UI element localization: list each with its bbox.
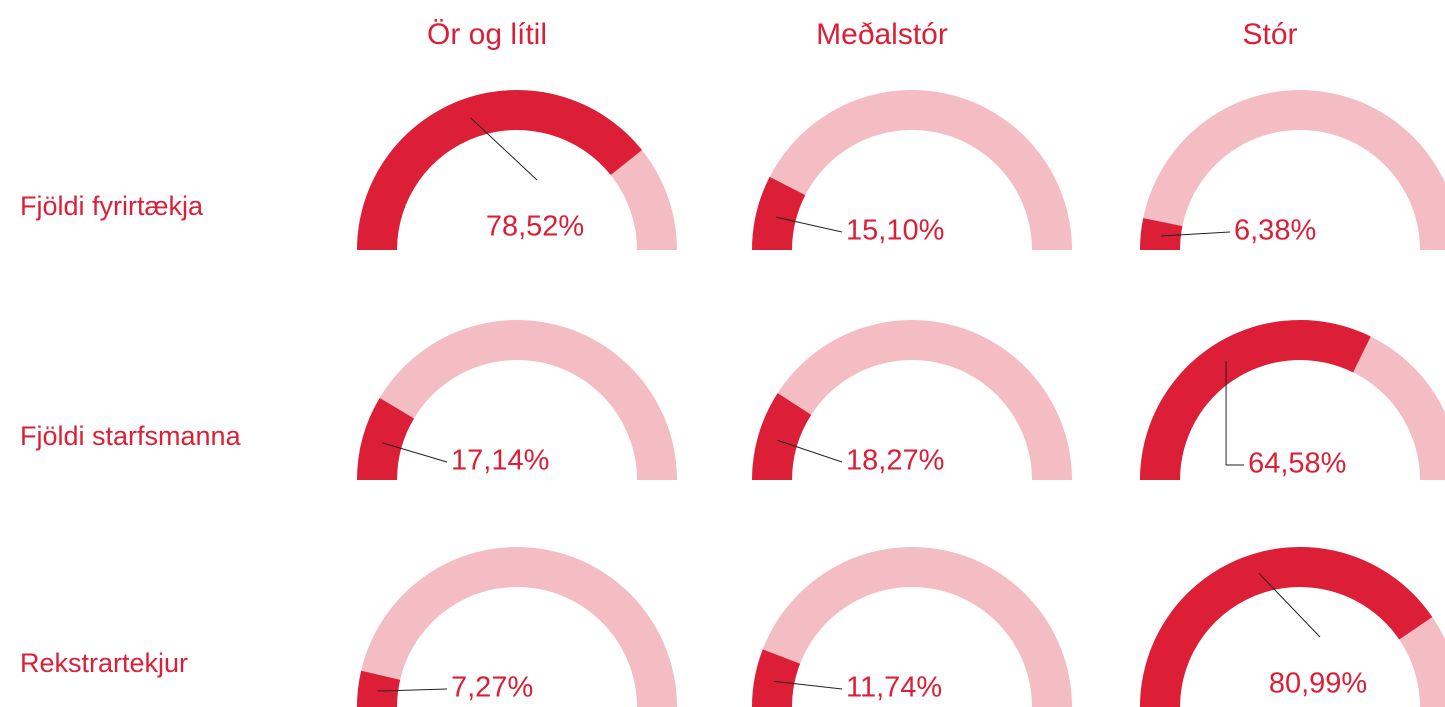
leader-line: [775, 216, 843, 233]
column-title: Meðalstór: [816, 18, 948, 51]
gauge-track: [357, 320, 677, 480]
gauge-fill: [357, 397, 414, 480]
gauge-fill: [1140, 546, 1433, 707]
leader-line: [1160, 231, 1231, 237]
gauge-fill: [752, 393, 812, 480]
value-label: 11,74%: [846, 672, 942, 704]
value-label: 17,14%: [451, 445, 549, 477]
value-label: 7,27%: [451, 672, 533, 704]
leader-line: [470, 117, 538, 181]
gauge-track: [752, 90, 1072, 250]
gauge-track: [1140, 90, 1445, 250]
gauge-fill: [1140, 218, 1183, 250]
leader-line: [377, 688, 448, 692]
gauge-fill: [357, 90, 642, 250]
value-label: 80,99%: [1269, 668, 1367, 700]
column-title: Ör og lítil: [427, 18, 547, 51]
value-label: 78,52%: [486, 211, 584, 243]
leader-line: [777, 439, 843, 463]
gauge-track: [752, 547, 1072, 707]
gauge-fill: [357, 670, 401, 707]
gauge-fill: [752, 649, 801, 707]
value-label: 6,38%: [1234, 215, 1316, 247]
value-label: 64,58%: [1248, 448, 1346, 480]
value-label: 18,27%: [846, 445, 944, 477]
value-label: 15,10%: [846, 215, 944, 247]
row-label: Fjöldi fyrirtækja: [20, 191, 204, 221]
gauge-track: [752, 320, 1072, 480]
gauge-fill: [752, 176, 806, 250]
leader-line: [1258, 572, 1321, 638]
leader-line: [381, 442, 448, 463]
leader-line: [1225, 361, 1245, 466]
row-label: Fjöldi starfsmanna: [20, 421, 242, 451]
gauge-fill: [1140, 320, 1371, 480]
gauge-track: [357, 547, 677, 707]
column-title: Stór: [1242, 18, 1297, 51]
leader-line: [774, 680, 843, 690]
row-label: Rekstrartekjur: [20, 648, 188, 678]
